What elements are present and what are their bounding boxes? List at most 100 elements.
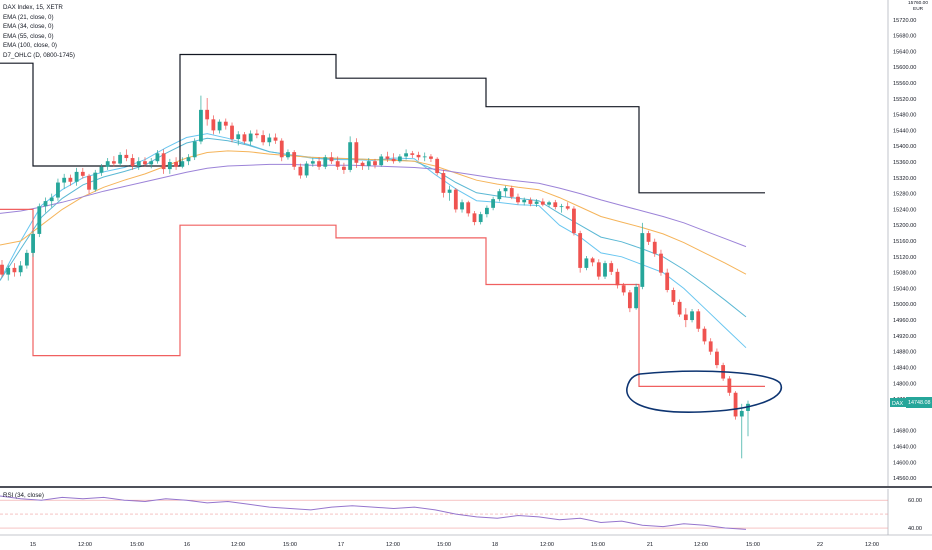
- candle-body: [472, 213, 477, 223]
- price-tick-label: 15280.00: [893, 192, 916, 198]
- candle-body: [236, 134, 241, 140]
- candle-body: [261, 135, 265, 143]
- candle-body: [80, 171, 85, 176]
- candle-body: [559, 206, 564, 208]
- time-tick-label: 16: [184, 542, 190, 548]
- time-tick-label: 15: [30, 542, 36, 548]
- candle-body: [677, 301, 682, 315]
- symbol-title[interactable]: DAX Index, 15, XETR: [3, 4, 63, 11]
- candle-body: [590, 258, 595, 263]
- candle-body: [373, 161, 377, 166]
- price-axis-top-value: 15760.00: [908, 0, 928, 6]
- candle-body: [248, 133, 253, 142]
- candle-body: [572, 208, 576, 234]
- candle-body: [199, 109, 203, 142]
- candle-body: [87, 175, 91, 190]
- candle-body: [143, 161, 147, 165]
- candle-body: [186, 157, 191, 162]
- candle-body: [634, 286, 638, 309]
- time-tick-label: 12:00: [78, 542, 92, 548]
- price-tick-label: 14920.00: [893, 334, 916, 340]
- candle-body: [267, 137, 272, 143]
- price-tick-label: 14560.00: [893, 476, 916, 482]
- rsi-plot: 60.00 40.00: [0, 495, 922, 532]
- candle-body: [155, 153, 160, 162]
- candle-body: [348, 142, 353, 170]
- legend-ema21[interactable]: EMA (21, close, 0): [3, 13, 54, 21]
- candle-body: [304, 163, 309, 176]
- legend-ema55[interactable]: EMA (55, close, 0): [3, 32, 54, 40]
- candle-body: [702, 328, 707, 342]
- candle-body: [509, 188, 514, 197]
- candle-body: [323, 157, 328, 167]
- candle-body: [739, 410, 744, 417]
- candle-body: [715, 351, 719, 366]
- candle-body: [491, 199, 496, 208]
- candle-body: [665, 272, 670, 291]
- candle-body: [379, 156, 384, 166]
- candle-body: [690, 311, 694, 321]
- price-tick-label: 15400.00: [893, 144, 916, 150]
- price-tick-label: 15120.00: [893, 255, 916, 261]
- price-tick-label: 15480.00: [893, 113, 916, 119]
- price-tick-label: 15600.00: [893, 65, 916, 71]
- annotation-ellipse[interactable]: [626, 370, 783, 413]
- time-tick-label: 12:00: [540, 542, 554, 548]
- candle-body: [522, 199, 527, 203]
- candle-body: [385, 156, 390, 159]
- legend-ema100[interactable]: EMA (100, close, 0): [3, 42, 57, 50]
- candle-body: [317, 161, 321, 167]
- candle-body: [223, 121, 228, 126]
- candle-body: [192, 141, 197, 158]
- candle-body: [49, 197, 54, 202]
- candle-body: [118, 154, 123, 164]
- candle-body: [485, 207, 489, 215]
- candle-body: [217, 121, 222, 131]
- candle-body: [329, 157, 334, 162]
- legend-daily-ohlc[interactable]: D7_OHLC (D, 0800-1745): [3, 51, 75, 59]
- candle-body: [404, 153, 408, 157]
- last-price-badge: [906, 397, 932, 408]
- time-tick-label: 12:00: [694, 542, 708, 548]
- candle-body: [62, 177, 67, 183]
- candle-body: [0, 264, 4, 275]
- candles: [0, 95, 750, 459]
- candle-body: [534, 201, 539, 204]
- price-tick-label: 15160.00: [893, 239, 916, 245]
- rsi-legend[interactable]: RSI (34, close): [3, 492, 44, 499]
- candle-body: [310, 161, 315, 164]
- candle-body: [621, 285, 626, 293]
- legend-ema34[interactable]: EMA (34, close, 0): [3, 23, 54, 31]
- candle-body: [453, 189, 458, 210]
- last-price-text: 14748.08: [908, 400, 930, 406]
- candle-body: [242, 134, 247, 142]
- candle-body: [43, 201, 48, 207]
- ema-line-ema34: [0, 137, 747, 318]
- price-tick-label: 15080.00: [893, 271, 916, 277]
- candle-body: [652, 241, 657, 254]
- candle-body: [105, 161, 110, 167]
- candle-body: [391, 158, 396, 162]
- ema-line-ema100: [0, 163, 747, 248]
- rsi-line: [0, 495, 747, 530]
- candle-body: [603, 263, 607, 277]
- candle-body: [609, 263, 614, 272]
- rsi-tick-label: 40.00: [908, 526, 922, 532]
- price-axis-currency: EUR: [913, 6, 924, 12]
- ema-line-ema55: [0, 150, 747, 275]
- time-tick-label: 15:00: [591, 542, 605, 548]
- time-tick-label: 15:00: [437, 542, 451, 548]
- symbol-badge: [890, 398, 906, 407]
- price-tick-label: 15360.00: [893, 160, 916, 166]
- time-tick-label: 15:00: [746, 542, 760, 548]
- candle-body: [366, 161, 371, 166]
- price-tick-label: 14880.00: [893, 350, 916, 356]
- price-tick-label: 15240.00: [893, 207, 916, 213]
- candle-body: [516, 196, 520, 203]
- candle-body: [18, 265, 23, 273]
- time-tick-label: 21: [647, 542, 653, 548]
- price-tick-label: 14840.00: [893, 366, 916, 372]
- candle-body: [292, 152, 297, 167]
- candle-body: [435, 158, 440, 174]
